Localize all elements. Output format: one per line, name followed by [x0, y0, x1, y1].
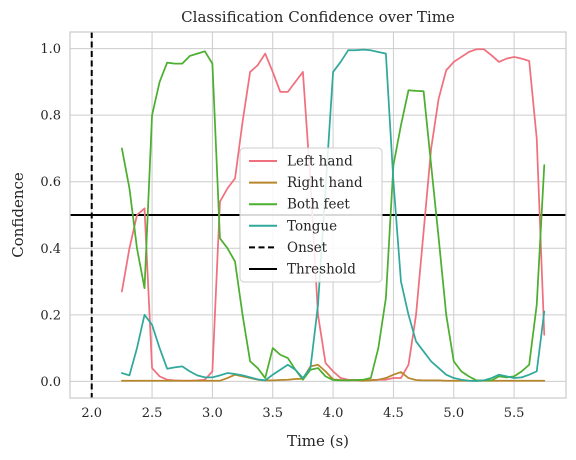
x-axis-label: Time (s) [287, 432, 349, 450]
y-tick-label: 0.2 [40, 308, 61, 323]
series-lines [121, 48, 546, 382]
legend-label-both-feet: Both feet [287, 197, 350, 213]
x-tick-label: 5.5 [504, 406, 525, 421]
series-line-both-feet [121, 50, 546, 382]
legend-label-threshold: Threshold [287, 262, 356, 278]
legend-label-onset: Onset [287, 240, 328, 256]
y-tick-label: 1.0 [40, 42, 61, 57]
x-tick-label: 2.5 [142, 406, 163, 421]
plot-frame [69, 31, 567, 399]
legend: Left hand Right hand Both feet Tongue Onset T… [239, 147, 383, 283]
x-tick-label: 3.5 [262, 406, 283, 421]
x-tick-label: 4.0 [323, 406, 344, 421]
y-tick-label: 0.8 [40, 109, 61, 124]
x-tick-label: 2.0 [81, 406, 102, 421]
y-tick-label: 0.4 [40, 242, 61, 257]
legend-label-right-hand: Right hand [287, 175, 363, 191]
y-tick-labels: 0.0 0.2 0.4 0.6 0.8 1.0 [40, 42, 61, 390]
x-tick-label: 3.0 [202, 406, 223, 421]
y-tick-label: 0.6 [40, 175, 61, 190]
y-tick-label: 0.0 [40, 375, 61, 390]
legend-label-tongue: Tongue [287, 218, 337, 234]
y-axis-label: Confidence [9, 172, 27, 258]
x-tick-label: 4.5 [383, 406, 404, 421]
x-tick-labels: 2.0 2.5 3.0 3.5 4.0 4.5 5.0 5.5 [81, 406, 524, 421]
legend-label-left-hand: Left hand [287, 154, 353, 170]
chart-title: Classification Confidence over Time [181, 8, 455, 26]
legend-box [239, 147, 383, 283]
x-tick-label: 5.0 [443, 406, 464, 421]
series-line-tongue [121, 48, 546, 382]
